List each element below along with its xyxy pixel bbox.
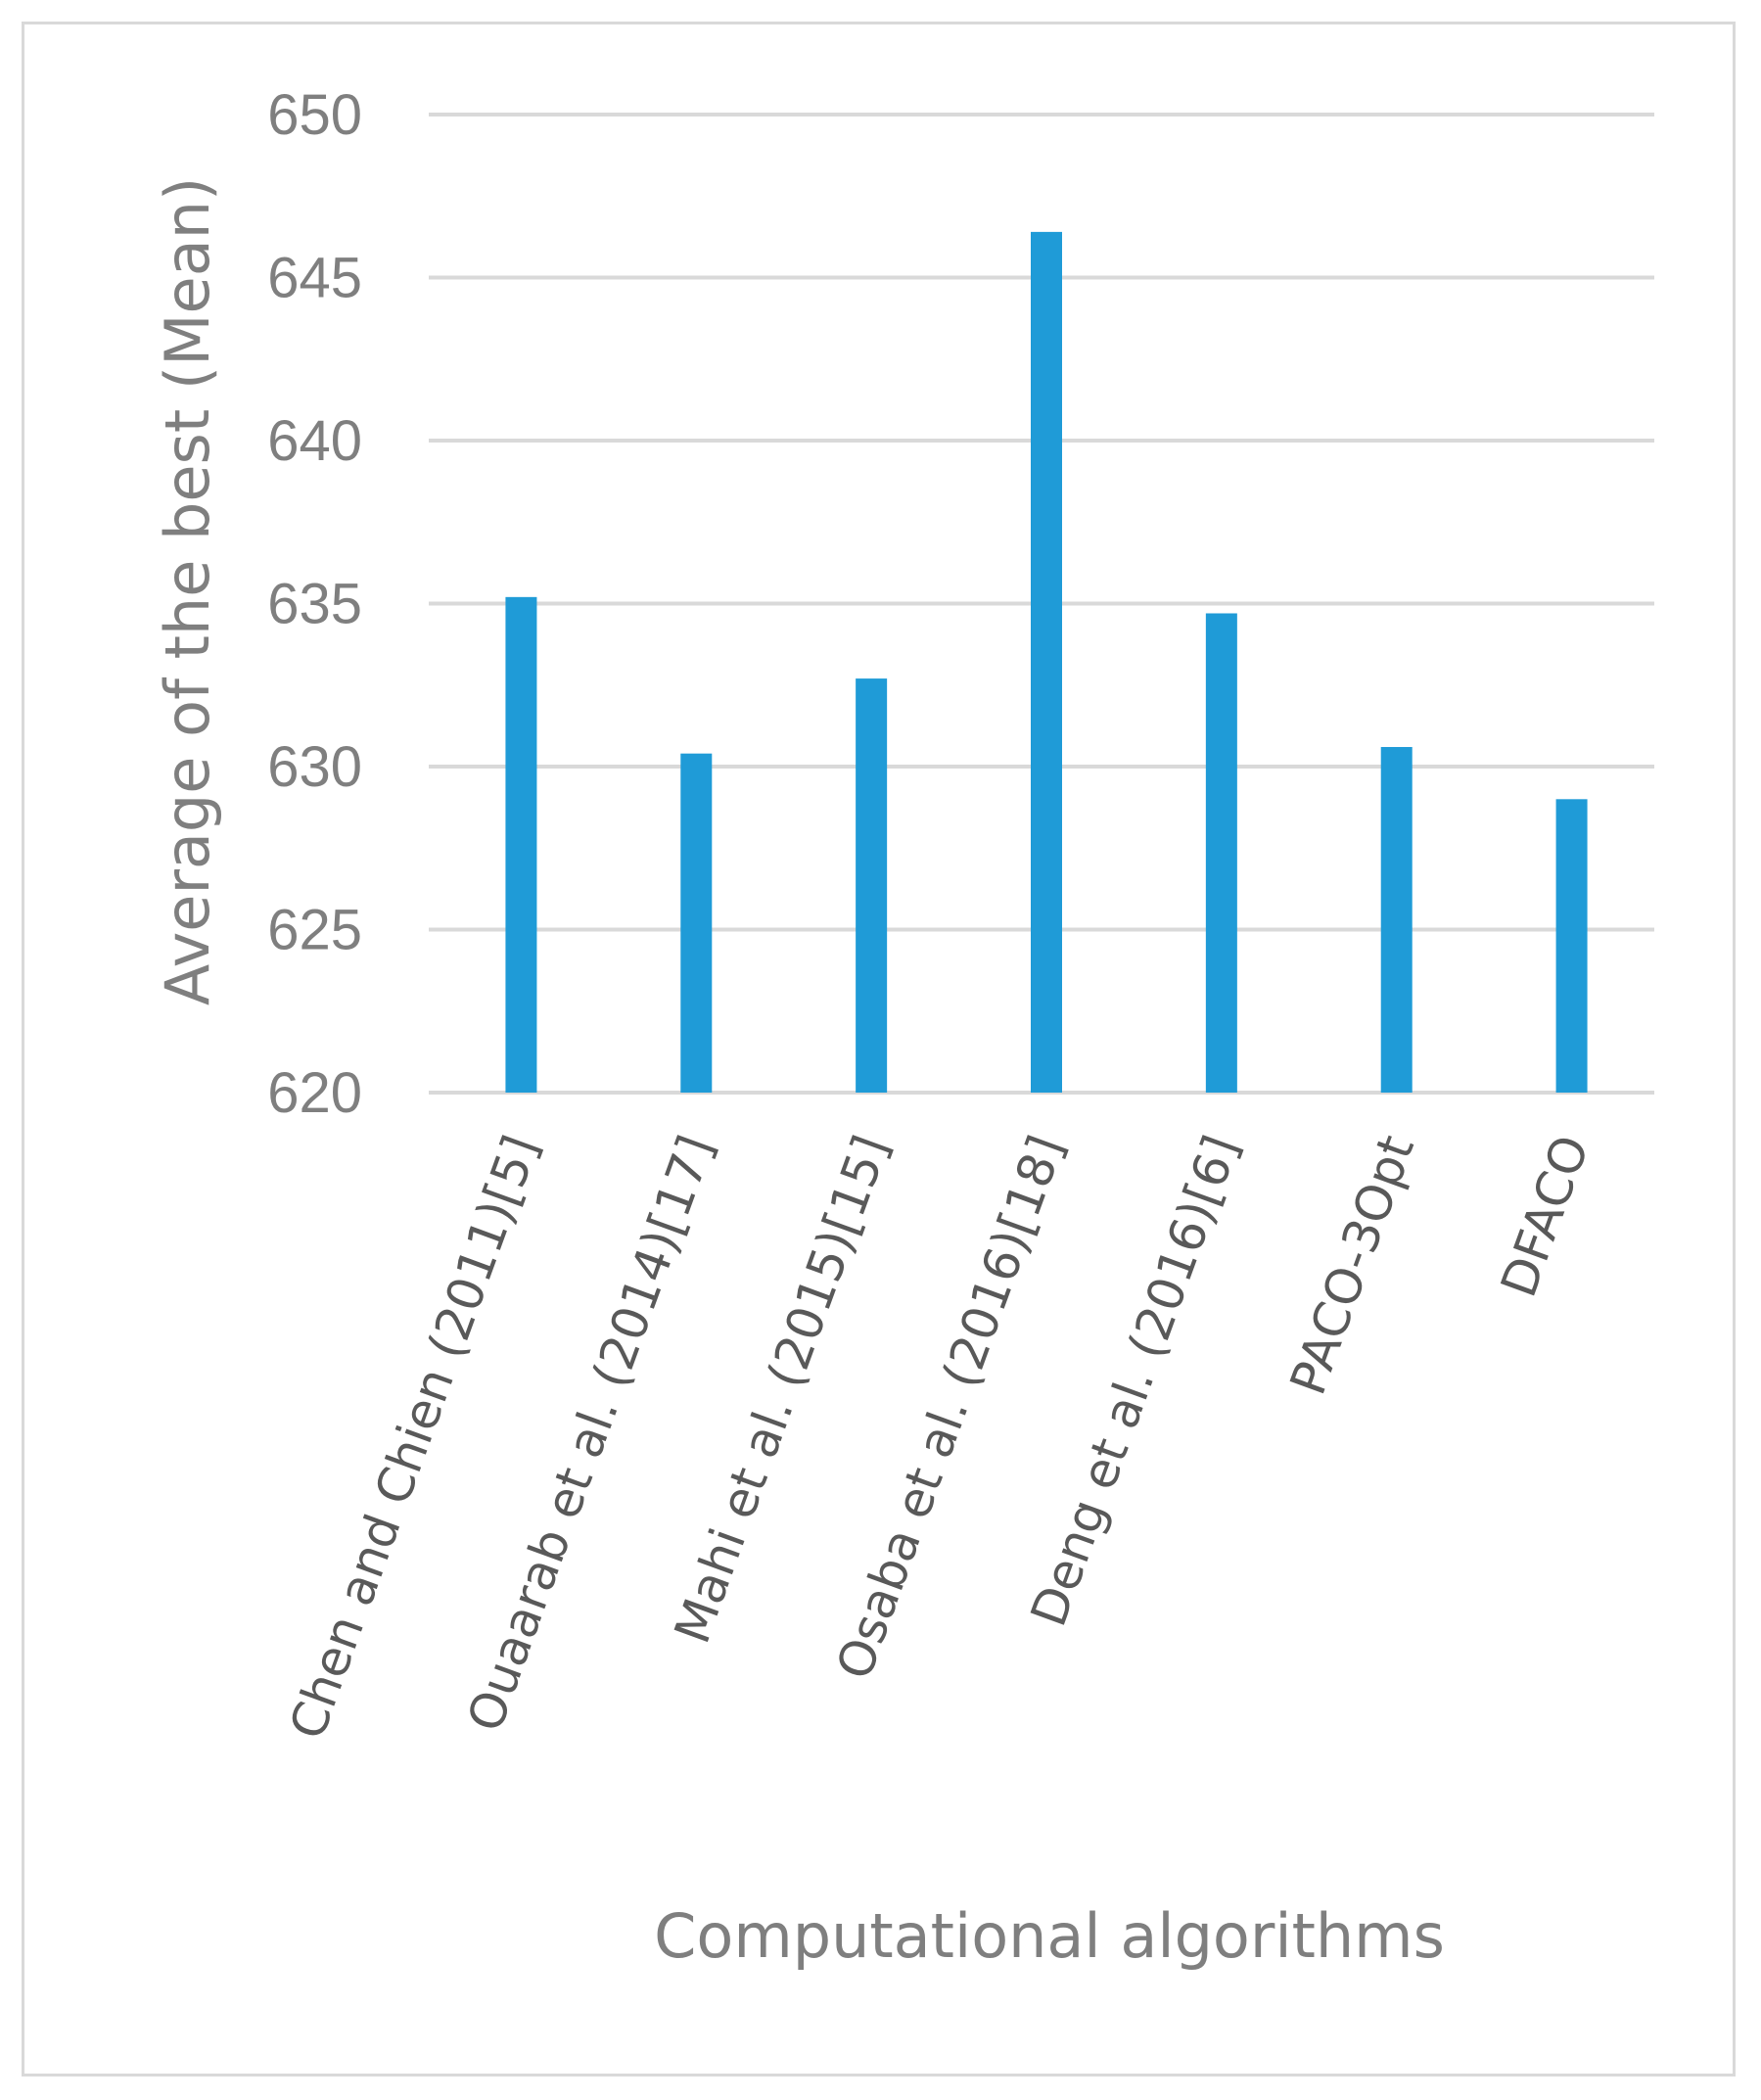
y-tick-label: 650: [267, 83, 362, 147]
bars: [505, 231, 1588, 1093]
bar-7: [1555, 799, 1588, 1093]
y-tick-label: 645: [267, 247, 362, 310]
bar-1: [505, 596, 537, 1093]
bar-5: [1205, 613, 1237, 1093]
x-category-label: DFACO: [1490, 1128, 1600, 1304]
x-category-label: PACO-3Opt: [1279, 1128, 1425, 1402]
y-tick-label: 640: [267, 409, 362, 473]
bar-2: [680, 753, 713, 1093]
y-axis-title: Average of the best (Mean): [152, 177, 223, 1005]
y-tick-label: 635: [267, 573, 362, 636]
bar-6: [1380, 747, 1413, 1093]
y-tick-label: 625: [267, 899, 362, 962]
x-axis-title: Computational algorithms: [654, 1900, 1445, 1972]
y-tick-label: 630: [267, 735, 362, 799]
bar-4: [1031, 231, 1062, 1093]
x-category-labels: Chen and Chien (2011)[5]Ouaarab et al. (…: [279, 1128, 1600, 1746]
y-tick-label: 620: [267, 1061, 362, 1125]
bar-3: [856, 678, 888, 1093]
y-tick-labels: 620 625 630 635 640 645 650: [267, 83, 362, 1125]
